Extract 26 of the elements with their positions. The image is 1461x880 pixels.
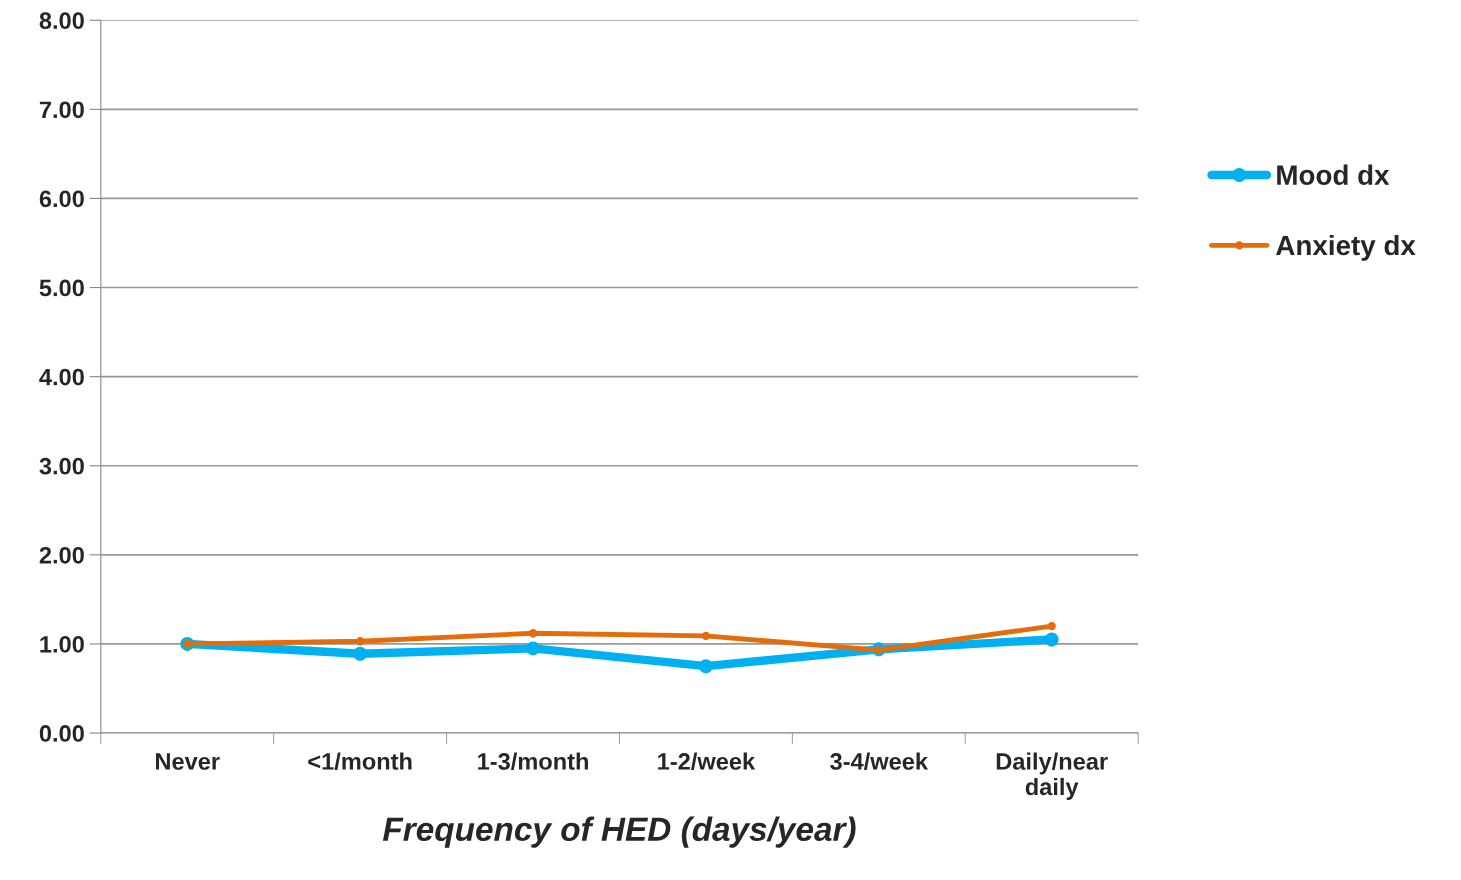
x-tick-label: Daily/near daily xyxy=(996,752,1108,800)
y-tick-label: 7.00 xyxy=(39,101,84,119)
point xyxy=(528,629,538,638)
point xyxy=(1047,621,1056,631)
point xyxy=(353,646,368,661)
point xyxy=(355,637,365,646)
legend-label: Anxiety dx xyxy=(1276,234,1416,261)
point xyxy=(698,659,713,674)
y-tick-label: 6.00 xyxy=(39,190,84,208)
y-tick-label: 0.00 xyxy=(39,725,84,742)
y-tick-label: 8.00 xyxy=(39,12,84,30)
x-tick-label: 3-4/week xyxy=(830,752,929,771)
x-tick-label: 1-2/week xyxy=(658,752,756,771)
x-tick-label: Never xyxy=(156,753,220,770)
y-tick-label: 1.00 xyxy=(40,636,84,653)
legend-label: Mood dx xyxy=(1277,164,1390,185)
point xyxy=(701,631,711,641)
x-tick-label: <1/month xyxy=(308,752,412,771)
x-axis-title: Frequency of HED (days/year) xyxy=(382,816,856,848)
x-tick-label: 1-3/month xyxy=(478,752,588,771)
point xyxy=(1044,632,1059,647)
y-tick-label: 3.00 xyxy=(39,457,84,475)
y-tick-label: 4.00 xyxy=(39,368,84,386)
y-tick-label: 5.00 xyxy=(39,279,84,297)
y-tick-label: 2.00 xyxy=(39,546,84,564)
point xyxy=(526,641,540,656)
